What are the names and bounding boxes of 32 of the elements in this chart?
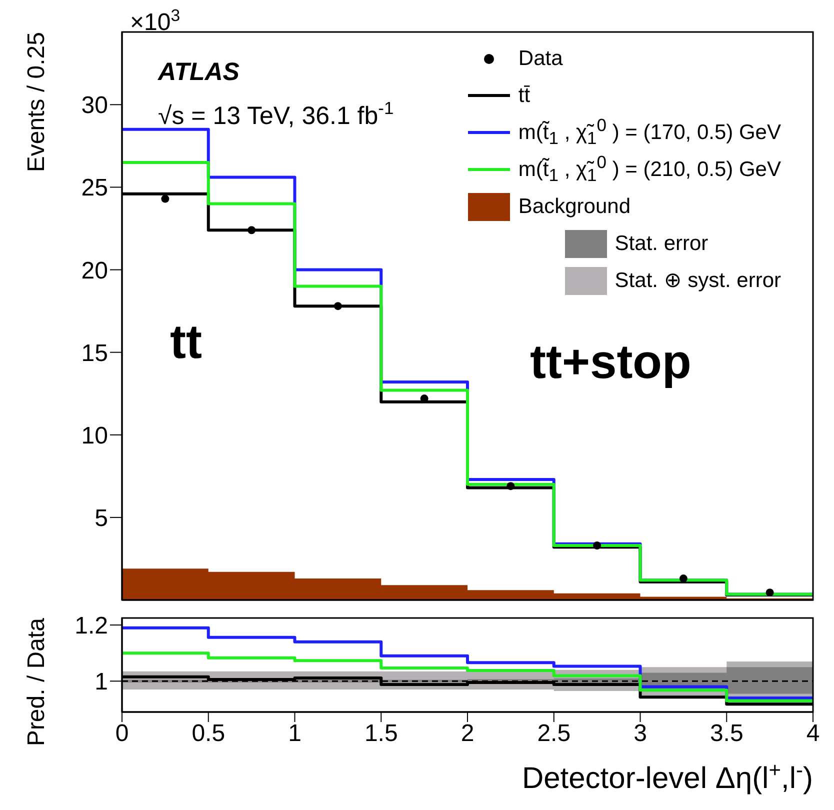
y-tick-label: 1.2	[74, 612, 108, 640]
x-axis-title: Detector-level Δη(l$^{+}$,l$^{-}$)	[522, 758, 813, 795]
x-tick-label: 1.5	[364, 720, 398, 748]
legend-label: Data	[518, 46, 563, 72]
x-tick-label: 1	[288, 720, 302, 748]
legend-label: Background	[518, 194, 630, 220]
annotation: tt	[170, 316, 202, 369]
legend-label: m(t̃$_{1}$ , χ̃$_{1}$$^{0}$ ) = (170, 0.5) GeV	[518, 115, 781, 149]
y-tick-label: 10	[81, 422, 108, 450]
x-tick-label: 3	[634, 720, 647, 748]
annotation: ATLAS	[157, 58, 240, 86]
y-axis-title: Events / 0.25	[23, 32, 50, 172]
y-tick-label: 30	[81, 92, 108, 120]
x-tick-label: 0.5	[192, 720, 226, 748]
legend-label: Stat. error	[614, 231, 708, 257]
y-axis-title: Pred. / Data	[23, 617, 50, 746]
legend-label: Stat. ⊕ syst. error	[614, 268, 781, 294]
annotation: ×10$^{3}$	[130, 6, 180, 36]
legend-label: m(t̃$_{1}$ , χ̃$_{1}$$^{0}$ ) = (210, 0.5) GeV	[518, 152, 781, 186]
y-tick-label: 20	[81, 257, 108, 284]
y-tick-label: 5	[94, 504, 108, 532]
annotation: tt+stop	[530, 336, 692, 389]
x-tick-label: 2	[460, 720, 474, 748]
x-tick-label: 2.5	[537, 720, 571, 748]
x-tick-label: 4	[806, 720, 820, 748]
y-tick-label: 1	[94, 668, 108, 696]
y-tick-label: 25	[81, 174, 108, 202]
x-tick-label: 0	[115, 720, 129, 748]
legend-label: tt̄	[518, 83, 530, 109]
x-tick-label: 3.5	[710, 720, 744, 748]
y-tick-label: 15	[81, 340, 108, 367]
annotation: √s = 13 TeV, 36.1 fb$^{-1}$	[158, 98, 394, 130]
